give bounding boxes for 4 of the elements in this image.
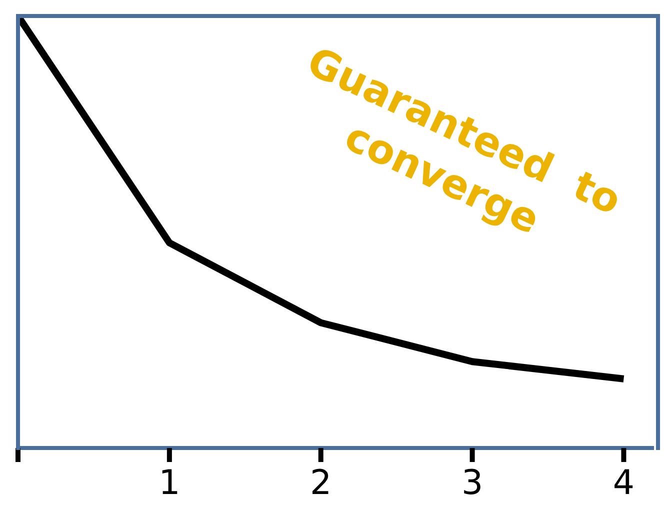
x-tick-label: 1	[158, 463, 180, 503]
x-tick-label: 4	[612, 463, 635, 503]
x-tick-label: 2	[310, 463, 332, 503]
x-tick-label: 3	[461, 463, 484, 503]
